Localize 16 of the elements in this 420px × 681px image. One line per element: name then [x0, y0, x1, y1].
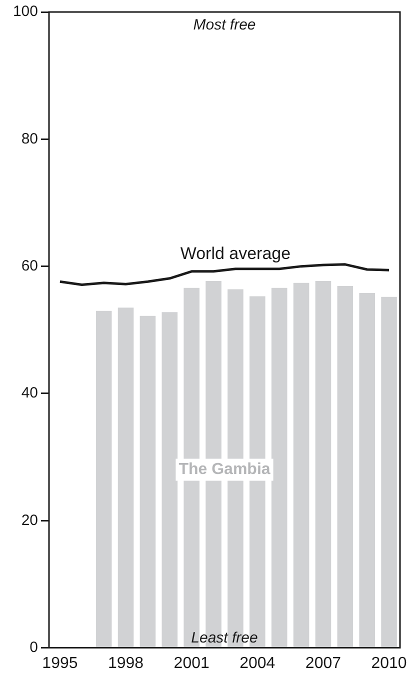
annotation: Most free	[193, 16, 256, 34]
x-tick-label: 2004	[240, 654, 276, 672]
y-tick-label: 80	[21, 130, 38, 148]
x-tick-label: 2010	[371, 654, 407, 672]
x-tick-label: 2007	[305, 654, 342, 672]
y-tick-label: 40	[21, 384, 38, 402]
y-tick-label: 20	[21, 512, 38, 529]
x-tick-label: 1998	[108, 654, 144, 672]
series-label: World average	[180, 244, 291, 264]
annotation: Least free	[191, 629, 258, 646]
x-tick-label: 1995	[42, 654, 78, 672]
series-label: The Gambia	[178, 461, 270, 478]
x-tick-label: 2001	[174, 654, 210, 672]
y-tick-label: 60	[21, 257, 38, 274]
y-tick-label: 0	[30, 638, 38, 656]
y-tick-label: 100	[12, 3, 38, 20]
